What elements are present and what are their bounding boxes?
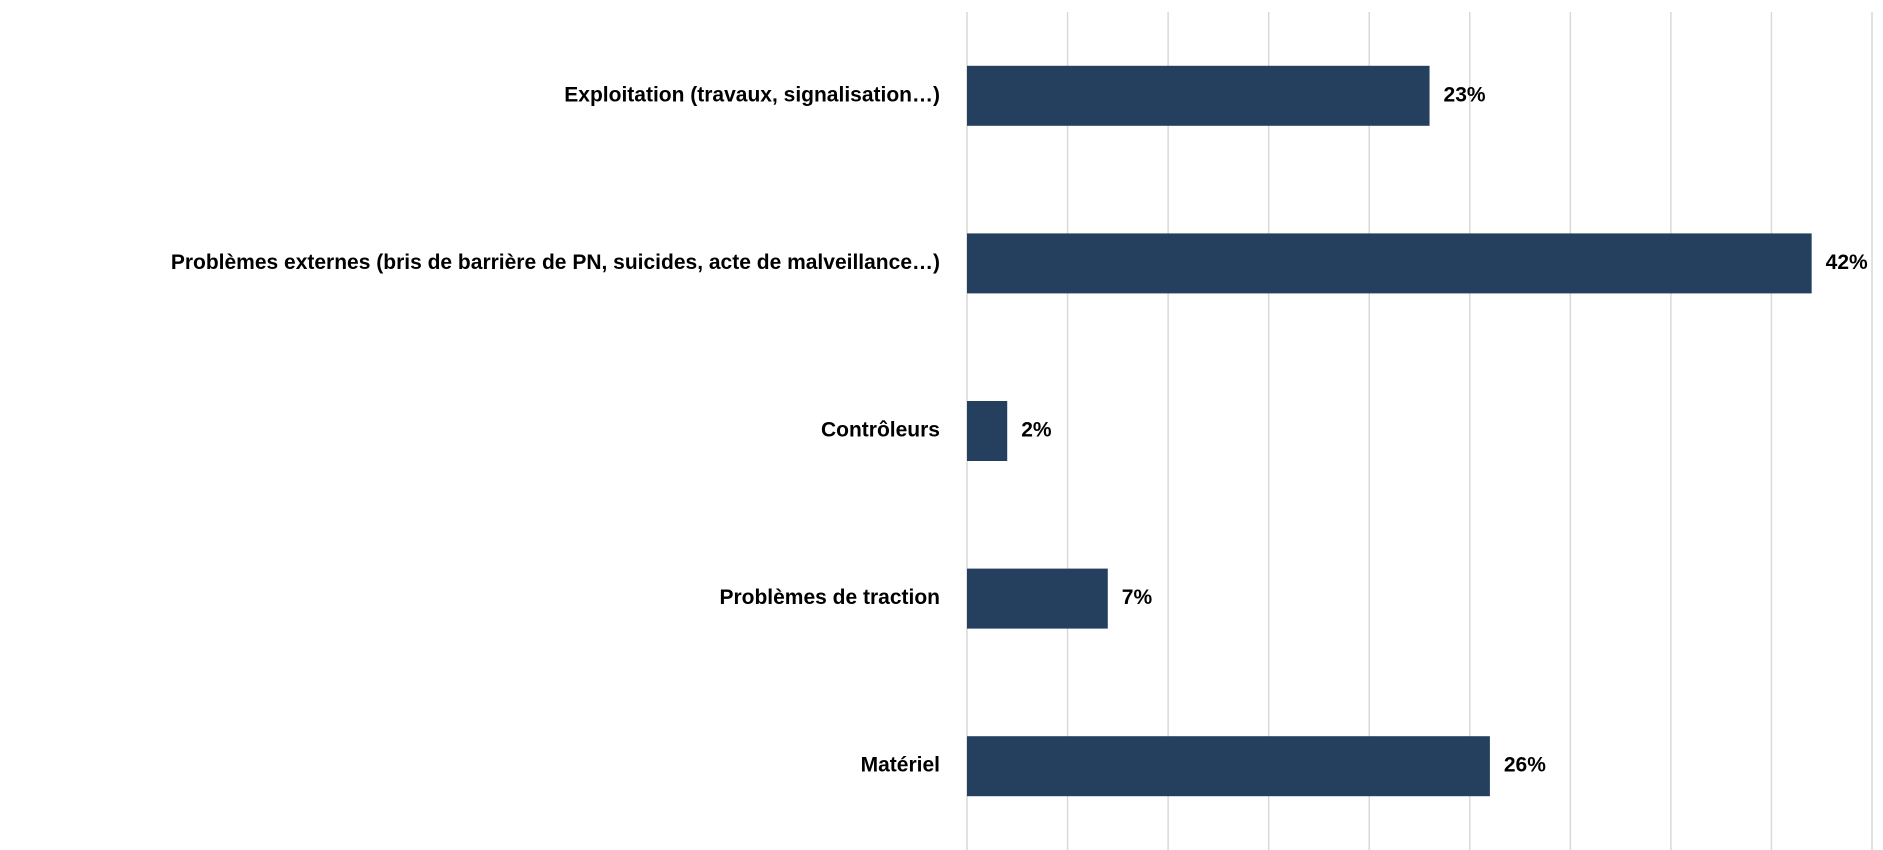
bar [967,401,1008,461]
data-label: 42% [1826,251,1868,274]
bar [967,65,1430,126]
bar [967,568,1108,629]
y-tick-label: Exploitation (travaux, signalisation…) [564,83,940,106]
data-label: 26% [1504,754,1546,777]
data-label: 2% [1021,419,1052,442]
y-tick-label: Problèmes externes (bris de barrière de … [171,251,940,274]
bar [967,736,1490,797]
bar [967,233,1812,294]
y-tick-label: Matériel [861,754,940,777]
y-tick-label: Problèmes de traction [719,586,940,609]
data-label: 7% [1122,586,1153,609]
data-label: 23% [1444,83,1486,106]
y-tick-label: Contrôleurs [821,419,940,442]
